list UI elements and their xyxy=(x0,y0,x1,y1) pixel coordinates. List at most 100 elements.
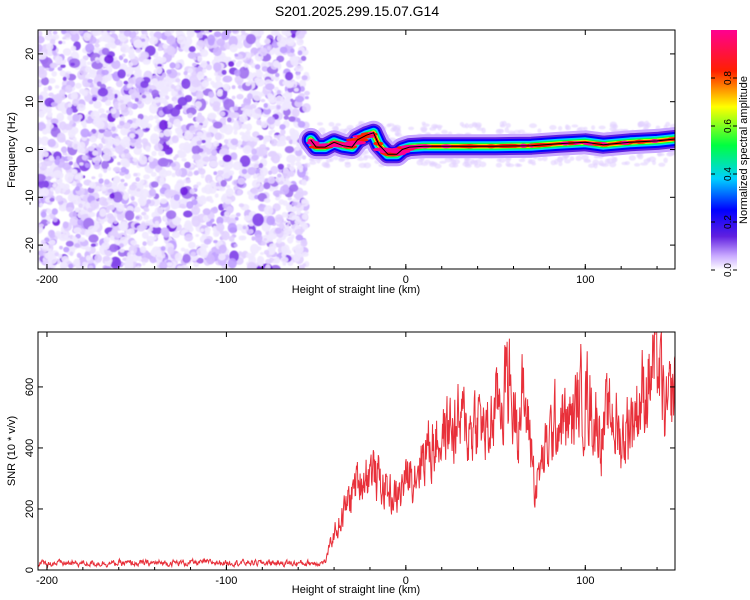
noise-speckle xyxy=(190,251,197,257)
noise-speckle xyxy=(218,160,224,166)
noise-speckle xyxy=(123,148,130,154)
noise-speckle xyxy=(62,76,67,81)
noise-speckle xyxy=(174,62,180,69)
noise-speckle xyxy=(261,66,269,72)
noise-speckle xyxy=(38,122,46,131)
fringe-speckle xyxy=(499,124,506,128)
noise-speckle xyxy=(247,167,257,175)
noise-speckle xyxy=(258,162,264,169)
noise-speckle xyxy=(214,132,222,141)
noise-speckle xyxy=(114,144,124,154)
noise-speckle xyxy=(257,175,265,183)
noise-speckle xyxy=(232,161,243,171)
fringe-speckle xyxy=(663,157,668,164)
snr-xtick-label: 0 xyxy=(403,575,409,587)
noise-speckle xyxy=(223,161,234,170)
noise-speckle xyxy=(146,199,152,205)
fringe-speckle xyxy=(634,162,641,167)
noise-speckle xyxy=(237,177,246,185)
noise-speckle xyxy=(112,191,123,203)
noise-speckle xyxy=(50,187,54,192)
noise-speckle xyxy=(176,85,180,90)
fringe-speckle xyxy=(665,121,671,127)
noise-speckle xyxy=(98,178,104,184)
noise-speckle xyxy=(221,167,232,179)
noise-speckle xyxy=(226,206,234,214)
noise-speckle xyxy=(181,157,187,162)
noise-speckle xyxy=(118,55,124,61)
noise-speckle xyxy=(55,195,63,202)
noise-speckle xyxy=(275,72,280,78)
noise-speckle xyxy=(273,60,280,68)
noise-speckle xyxy=(75,172,84,181)
noise-speckle xyxy=(117,161,121,166)
noise-speckle xyxy=(184,161,191,169)
noise-speckle xyxy=(153,143,164,152)
fringe-speckle xyxy=(422,123,430,127)
noise-speckle xyxy=(89,200,100,209)
noise-speckle xyxy=(231,30,239,33)
noise-speckle xyxy=(38,43,43,52)
fringe-speckle xyxy=(504,156,511,163)
snr-ytick-label: 0 xyxy=(24,567,36,573)
noise-speckle xyxy=(171,135,179,144)
noise-speckle xyxy=(127,48,135,55)
fringe-speckle xyxy=(637,153,644,160)
noise-speckle xyxy=(300,55,307,62)
noise-speckle xyxy=(103,134,113,145)
noise-speckle xyxy=(218,253,226,261)
noise-speckle xyxy=(178,142,187,151)
noise-speckle xyxy=(54,85,60,89)
noise-speckle xyxy=(100,185,107,192)
snr-xtick-label: -100 xyxy=(215,575,237,587)
noise-speckle xyxy=(286,163,291,168)
noise-speckle xyxy=(88,234,99,243)
noise-speckle xyxy=(96,120,105,130)
noise-speckle xyxy=(245,123,253,131)
noise-speckle xyxy=(142,241,147,247)
noise-speckle xyxy=(92,150,99,156)
fringe-speckle xyxy=(431,123,439,129)
noise-speckle xyxy=(127,107,132,112)
noise-speckle xyxy=(254,30,264,37)
noise-speckle xyxy=(280,256,289,263)
noise-speckle xyxy=(275,214,284,223)
noise-speckle xyxy=(196,161,205,169)
noise-speckle xyxy=(292,139,297,145)
fringe-speckle xyxy=(611,157,617,163)
noise-speckle xyxy=(70,45,77,52)
noise-speckle xyxy=(216,216,224,225)
noise-speckle xyxy=(202,156,211,162)
noise-speckle xyxy=(240,30,246,34)
fringe-speckle xyxy=(531,162,536,166)
noise-speckle xyxy=(275,196,280,201)
noise-speckle xyxy=(139,246,147,254)
noise-speckle xyxy=(250,187,259,195)
spectrogram-xtick-label: 0 xyxy=(403,274,409,286)
noise-speckle xyxy=(140,33,147,40)
noise-speckle xyxy=(136,225,146,232)
fringe-speckle xyxy=(581,154,589,161)
noise-speckle xyxy=(206,253,215,265)
noise-speckle xyxy=(107,37,116,46)
noise-speckle xyxy=(238,203,245,208)
noise-speckle xyxy=(245,252,252,259)
noise-speckle xyxy=(214,193,219,198)
colorbar-tick-label: 0.4 xyxy=(723,167,734,181)
noise-speckle xyxy=(240,107,245,111)
fringe-speckle xyxy=(638,122,644,128)
noise-speckle xyxy=(159,261,168,269)
noise-speckle xyxy=(290,55,300,67)
noise-speckle xyxy=(79,162,84,166)
noise-speckle xyxy=(119,243,124,248)
noise-speckle xyxy=(47,85,53,91)
noise-speckle xyxy=(251,154,259,161)
noise-speckle xyxy=(123,122,131,129)
noise-speckle xyxy=(190,138,198,147)
noise-speckle xyxy=(284,82,291,87)
noise-speckle xyxy=(160,227,170,236)
noise-speckle xyxy=(154,56,163,66)
noise-speckle xyxy=(295,95,305,103)
noise-speckle xyxy=(297,50,303,56)
noise-speckle xyxy=(110,108,117,115)
